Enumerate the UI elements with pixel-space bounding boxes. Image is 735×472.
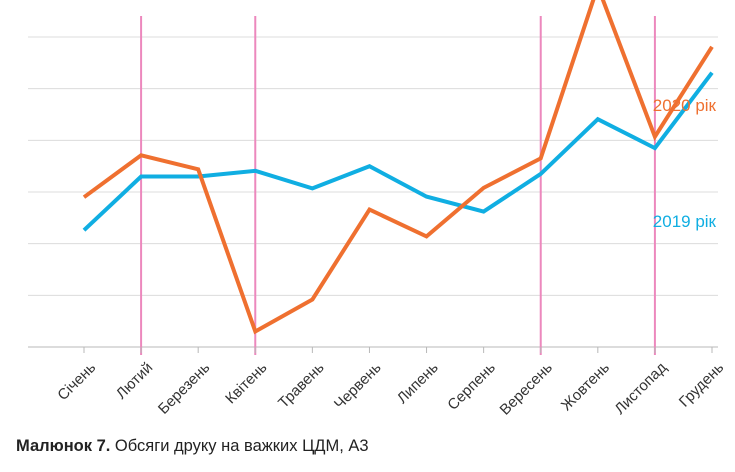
- x-tick-label: Серпень: [444, 359, 499, 414]
- x-tick-label: Січень: [54, 359, 99, 404]
- series-label: 2020 рік: [653, 96, 717, 115]
- series-labels: 2020 рік 2019 рік: [653, 96, 717, 231]
- series-lines: [82, 0, 714, 335]
- x-tick-label: Квітень: [222, 359, 270, 407]
- grid-lines: [28, 36, 718, 348]
- caption-label: Малюнок 7.: [16, 437, 111, 455]
- x-tick-label: Червень: [331, 359, 385, 413]
- highlight-lines: [140, 16, 656, 355]
- x-tick-label: Листопад: [611, 359, 670, 418]
- x-tick-label: Березень: [155, 359, 214, 418]
- x-tick-label: Грудень: [676, 359, 728, 411]
- figure-caption: Малюнок 7. Обсяги друку на важких ЦДМ, А…: [16, 437, 369, 456]
- x-tick-label: Жовтень: [558, 359, 613, 414]
- caption-text: Обсяги друку на важких ЦДМ, А3: [110, 437, 369, 455]
- series-line: [82, 71, 714, 232]
- series-line: [82, 0, 714, 335]
- x-tick-label: Липень: [394, 359, 442, 407]
- series-label: 2019 рік: [653, 212, 717, 231]
- x-tick-label: Лютий: [113, 359, 156, 402]
- x-tick-label: Травень: [275, 359, 328, 412]
- x-tick-label: Вересень: [497, 359, 557, 419]
